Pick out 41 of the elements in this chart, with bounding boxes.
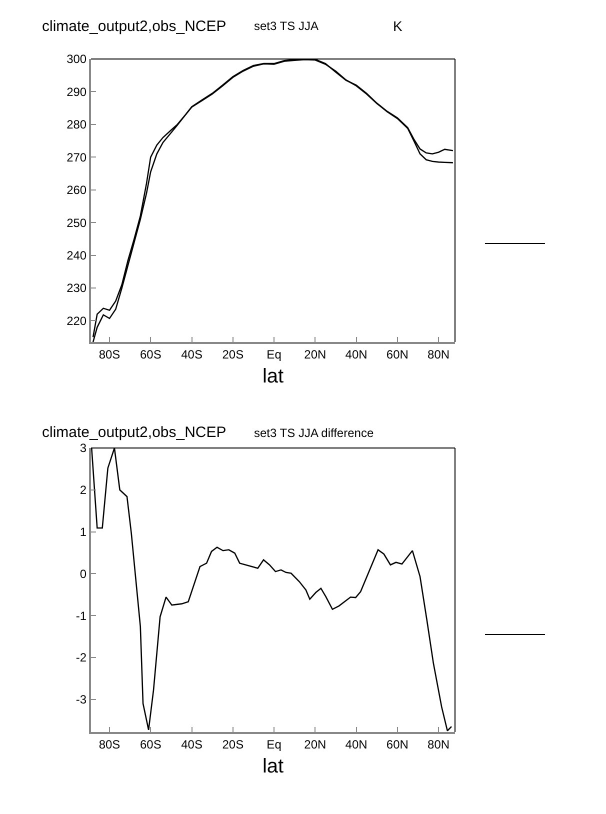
y-tick-label: 270: [66, 150, 87, 164]
x-tick-label: 80N: [428, 347, 450, 362]
x-tick-label: 80S: [98, 347, 120, 362]
x-tick-label: 40N: [345, 347, 368, 362]
x-tick-label: 40S: [181, 737, 202, 752]
x-tick-label: Eq: [266, 737, 282, 752]
y-tick-label: 2: [80, 483, 87, 498]
y-tick-label: 0: [80, 566, 87, 581]
y-tick-label: -2: [76, 650, 87, 665]
chart-title: climate_output2,obs_NCEP: [42, 18, 226, 35]
x-tick-label: 20S: [222, 347, 244, 362]
y-tick-label: 280: [66, 118, 87, 132]
x-tick-label: 60N: [386, 347, 408, 362]
text: K: [393, 18, 403, 34]
x-tick-label: 20S: [222, 737, 244, 752]
y-tick-label: 3: [80, 441, 87, 456]
x-tick-label: 40N: [345, 737, 368, 752]
y-tick-label: 260: [66, 183, 87, 198]
x-tick-label: 20N: [304, 737, 326, 752]
chart-subtitle: set3 TS JJA difference: [254, 426, 374, 440]
y-tick-label: 220: [66, 314, 87, 328]
y-tick-label: 240: [66, 248, 87, 262]
chart-title: climate_output2,obs_NCEP: [42, 424, 226, 441]
x-tick-label: 60S: [140, 737, 162, 752]
y-tick-label: 300: [66, 52, 87, 66]
x-tick-label: 60S: [140, 347, 162, 362]
y-tick-label: -3: [76, 692, 87, 707]
chart-subtitle: set3 TS JJA: [254, 19, 318, 33]
x-tick-label: Eq: [266, 347, 282, 362]
y-tick-label: 1: [80, 524, 87, 539]
x-tick-label: 60N: [386, 737, 408, 752]
x-tick-label: 40S: [181, 347, 202, 362]
x-tick-label: 80N: [428, 737, 450, 752]
x-axis-title: lat: [262, 365, 284, 388]
x-tick-label: 80S: [98, 737, 120, 752]
y-tick-label: 250: [66, 216, 87, 230]
y-tick-label: 290: [66, 84, 87, 99]
y-tick-label: 230: [66, 281, 87, 296]
y-tick-label: -1: [76, 608, 87, 623]
x-tick-label: 20N: [304, 347, 326, 362]
x-axis-title: lat: [262, 755, 284, 778]
